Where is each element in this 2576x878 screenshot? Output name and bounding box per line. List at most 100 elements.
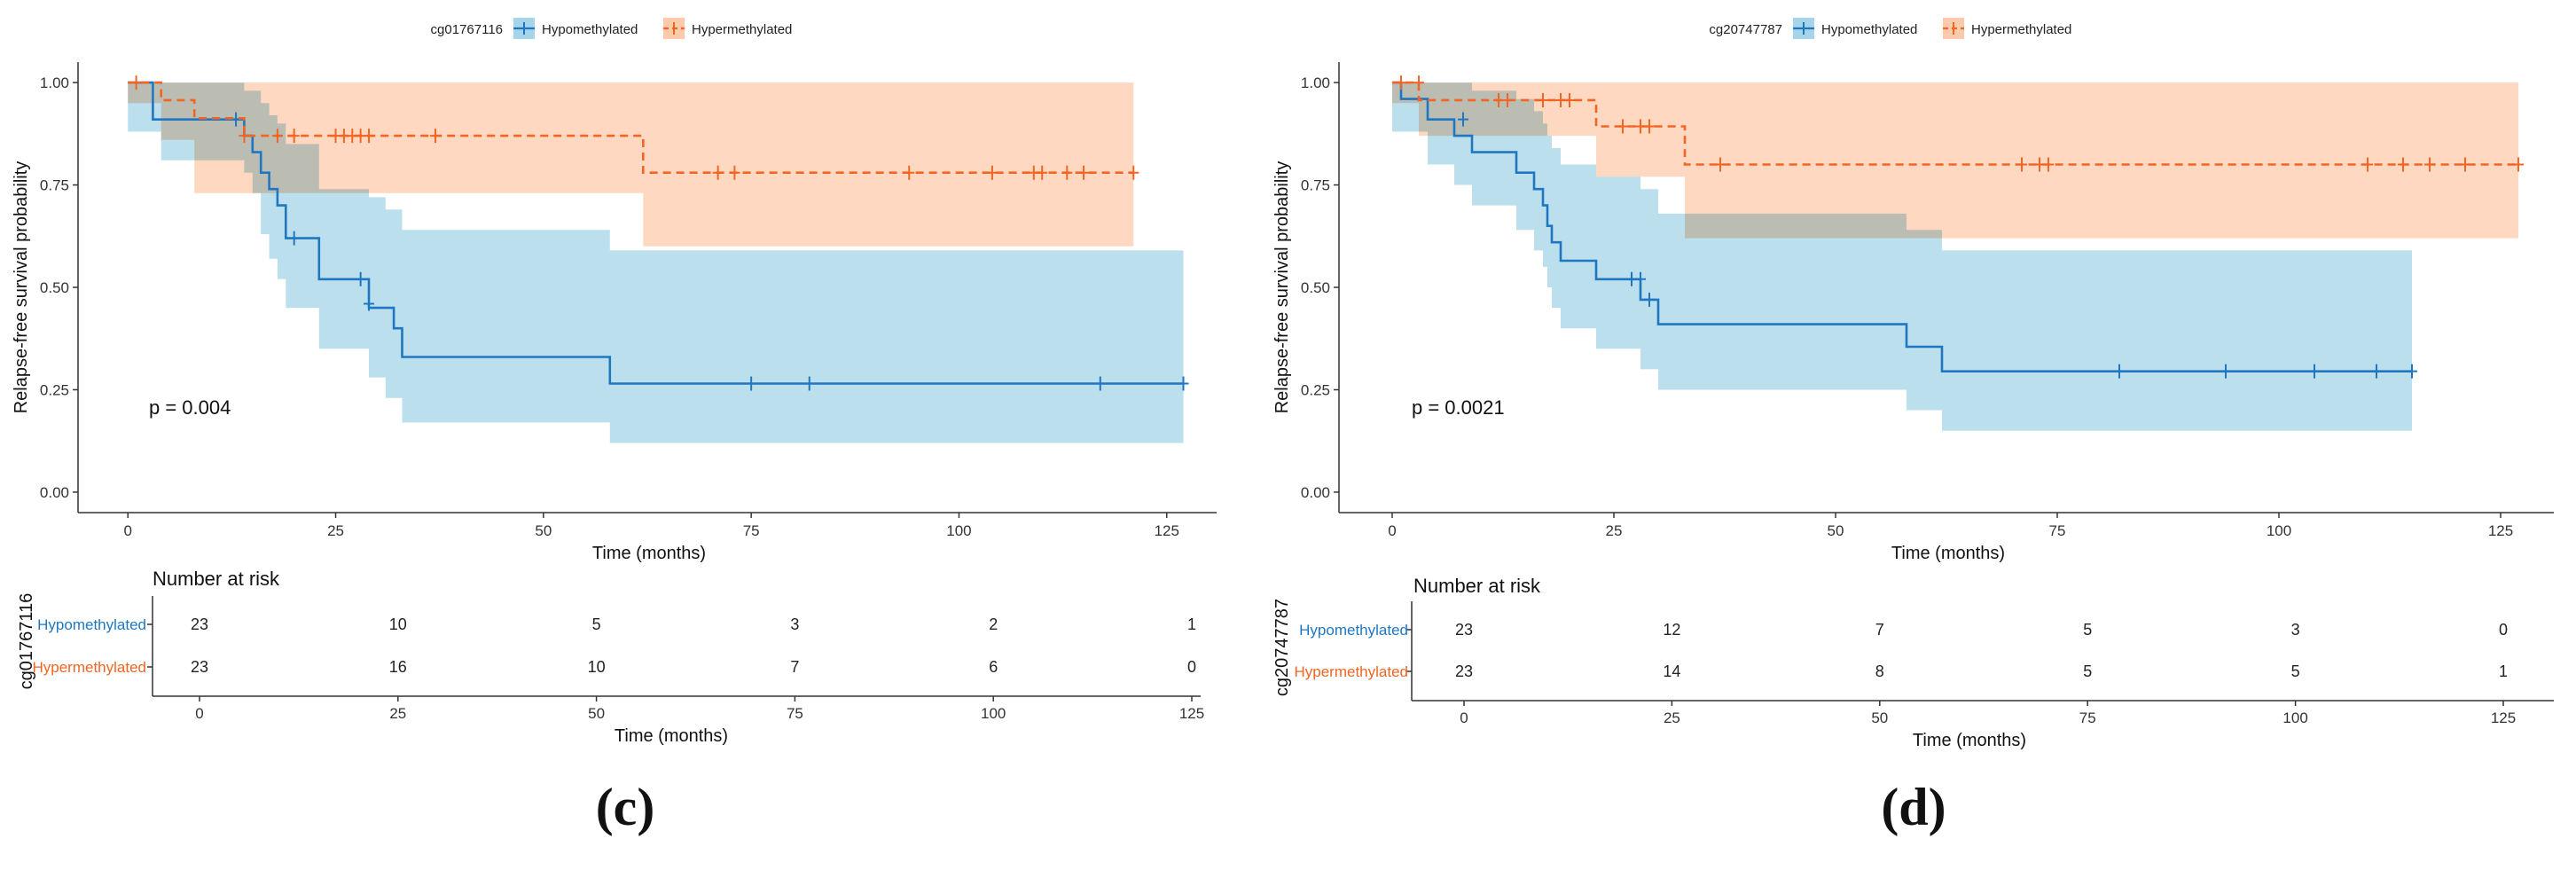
x-tick-label: 75 — [2049, 522, 2066, 539]
x-tick-label: 25 — [1606, 522, 1623, 539]
censor-mark — [1644, 292, 1655, 307]
censor-mark — [2513, 157, 2524, 172]
censor-mark — [1396, 75, 1406, 90]
censor-mark — [904, 165, 915, 180]
risk-x-tick-label: 25 — [1664, 709, 1680, 726]
censor-mark — [746, 376, 757, 391]
risk-x-tick-label: 100 — [2282, 709, 2307, 726]
risk-row-label: Hypomethylated — [1299, 622, 1408, 639]
censor-mark — [1502, 92, 1513, 107]
y-tick-label: 0.00 — [1301, 484, 1330, 501]
risk-row-label: Hypomethylated — [37, 616, 146, 633]
risk-count: 0 — [2499, 621, 2508, 639]
censor-mark — [231, 112, 242, 127]
censor-mark — [271, 129, 283, 144]
risk-x-tick-label: 50 — [1871, 709, 1888, 726]
x-tick-label: 25 — [327, 522, 344, 539]
risk-count: 16 — [389, 658, 407, 676]
legend-entry: Hypermethylated — [1971, 22, 2071, 37]
risk-table-x-title: Time (months) — [1913, 731, 2026, 750]
confidence-band-hypomethylated — [1392, 82, 2412, 431]
risk-count: 3 — [2291, 621, 2300, 639]
censor-mark — [364, 296, 375, 311]
legend-title: cg01767116 — [431, 22, 503, 37]
survival-curve-hypermethylated — [128, 81, 1134, 174]
risk-count: 23 — [1455, 662, 1473, 680]
legend-entry: Hypermethylated — [692, 22, 792, 37]
y-axis-title: Relapse-free survival probability — [12, 161, 31, 414]
survival-curve-hypomethylated — [1392, 81, 2412, 372]
censor-mark — [288, 129, 300, 144]
risk-table-title: Number at risk — [153, 568, 280, 590]
risk-x-tick-label: 0 — [195, 705, 203, 722]
risk-count: 3 — [790, 615, 799, 633]
risk-count: 7 — [1875, 621, 1884, 639]
risk-count: 6 — [989, 658, 998, 676]
risk-count: 23 — [191, 615, 208, 633]
x-axis-title: Time (months) — [1891, 544, 2005, 563]
confidence-band-hypomethylated — [128, 82, 1184, 443]
censor-mark — [2309, 364, 2320, 379]
censor-mark — [2362, 157, 2373, 172]
censor-mark — [986, 165, 998, 180]
y-tick-label: 0.00 — [40, 484, 69, 501]
legend-entry: Hypomethylated — [542, 22, 638, 37]
x-tick-label: 0 — [1388, 522, 1396, 539]
y-tick-label: 0.50 — [1301, 279, 1330, 296]
y-tick-label: 1.00 — [1301, 74, 1330, 91]
censor-mark — [1617, 119, 1628, 134]
risk-x-tick-label: 0 — [1460, 709, 1468, 726]
censor-mark — [2043, 157, 2054, 172]
risk-count: 2 — [989, 615, 998, 633]
censor-mark — [2114, 364, 2125, 379]
censor-mark — [1128, 165, 1139, 180]
censor-mark — [1635, 271, 1646, 286]
x-tick-label: 125 — [1155, 522, 1179, 539]
censor-mark — [1644, 119, 1655, 134]
censor-mark — [1538, 92, 1548, 107]
risk-x-tick-label: 75 — [2079, 709, 2096, 726]
risk-row-label: Hypermethylated — [1294, 663, 1408, 680]
risk-table-group-title: cg01767116 — [17, 593, 36, 690]
x-tick-label: 50 — [535, 522, 552, 539]
censor-mark — [1094, 376, 1106, 391]
risk-count: 5 — [2291, 662, 2300, 680]
risk-count: 5 — [2083, 621, 2092, 639]
risk-x-tick-label: 125 — [2491, 709, 2516, 726]
risk-count: 1 — [2499, 662, 2508, 680]
censor-mark — [1178, 376, 1189, 391]
censor-mark — [2398, 157, 2408, 172]
risk-count: 5 — [592, 615, 601, 633]
censor-mark — [239, 129, 250, 144]
x-tick-label: 75 — [743, 522, 760, 539]
y-tick-label: 0.50 — [40, 279, 69, 296]
censor-mark — [729, 165, 740, 180]
y-tick-label: 0.25 — [1301, 381, 1330, 398]
x-axis-title: Time (months) — [592, 544, 706, 563]
censor-mark — [1413, 75, 1424, 90]
risk-count: 8 — [1875, 662, 1884, 680]
risk-count: 7 — [790, 658, 799, 676]
risk-x-tick-label: 75 — [787, 705, 803, 722]
risk-row-label: Hypermethylated — [32, 659, 146, 676]
censor-mark — [2460, 157, 2470, 172]
legend-entry: Hypomethylated — [1821, 22, 1917, 37]
risk-count: 14 — [1663, 662, 1680, 680]
risk-x-tick-label: 125 — [1179, 705, 1204, 722]
censor-mark — [712, 165, 724, 180]
risk-table-group-title: cg20747787 — [1272, 599, 1292, 696]
risk-table-title: Number at risk — [1413, 575, 1541, 597]
panel-label: (c) — [596, 778, 655, 836]
x-tick-label: 100 — [946, 522, 971, 539]
risk-count: 0 — [1187, 658, 1196, 676]
risk-x-tick-label: 50 — [588, 705, 605, 722]
censor-mark — [2424, 157, 2435, 172]
risk-count: 5 — [2083, 662, 2092, 680]
risk-x-tick-label: 100 — [981, 705, 1006, 722]
censor-mark — [2220, 364, 2231, 379]
x-tick-label: 125 — [2488, 522, 2513, 539]
censor-mark — [1458, 112, 1468, 127]
